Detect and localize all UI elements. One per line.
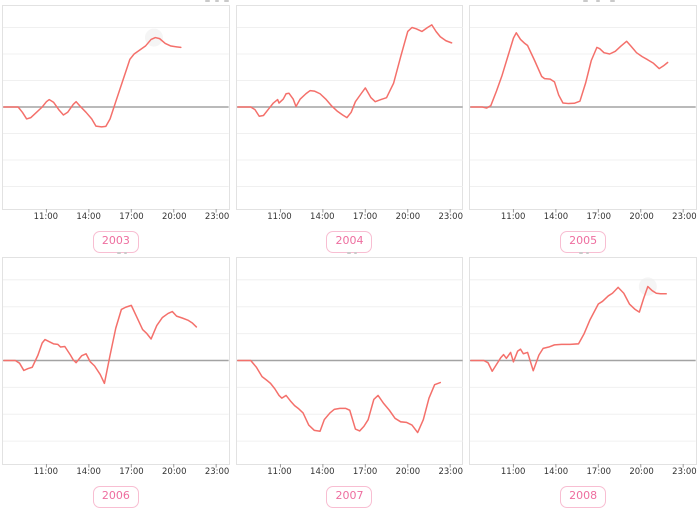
facet-2007: 11:00 14:00 17:00 20:00 23:00 2007: [235, 257, 464, 508]
x-axis-2007: 11:00 14:00 17:00 20:00 23:00: [236, 466, 464, 479]
facet-2005: 11:00 14:00 17:00 20:00 23:00 2005: [469, 5, 697, 253]
x-tick-label: 23:00: [672, 212, 697, 222]
x-tick-label: 20:00: [629, 212, 654, 222]
x-tick-label: 17:00: [352, 212, 378, 222]
x-tick-label: 20:00: [395, 212, 421, 222]
x-tick-label: 20:00: [162, 212, 187, 222]
tag-row: 2006: [2, 486, 230, 508]
tag-row: 2004: [236, 231, 464, 253]
x-axis-2005: 11:00 14:00 17:00 20:00 23:00: [469, 211, 697, 224]
x-tick-label: 11:00: [500, 467, 526, 477]
year-tag-2005[interactable]: 2005: [560, 231, 607, 253]
year-tag-2004[interactable]: 2004: [326, 231, 373, 253]
year-tag-2006[interactable]: 2006: [92, 486, 139, 508]
facet-2006: 11:00 14:00 17:00 20:00 23:00 2006: [2, 257, 230, 508]
clipped-title-remnant: [124, 252, 127, 254]
x-tick-label: 23:00: [438, 212, 463, 222]
clipped-title-remnant: [583, 0, 588, 2]
tag-row: 2007: [236, 486, 464, 508]
year-tag-2003[interactable]: 2003: [92, 231, 139, 253]
chart-panel-2007: [235, 257, 464, 468]
x-tick-label: 17:00: [586, 467, 612, 477]
x-tick-label: 11:00: [500, 212, 526, 222]
facet-2004: 11:00 14:00 17:00 20:00 23:00 2004: [235, 5, 464, 253]
x-tick-label: 17:00: [586, 212, 612, 222]
facet-2003: 11:00 14:00 17:00 20:00 23:00 2003: [2, 5, 230, 253]
tag-row: 2005: [469, 231, 697, 253]
line-chart-2003: [3, 27, 229, 213]
x-tick-label: 23:00: [204, 467, 230, 477]
clipped-title-remnant: [117, 252, 121, 254]
chart-panel-2004: [235, 5, 464, 213]
tag-row: 2008: [469, 486, 697, 508]
x-tick-label: 17:00: [119, 467, 144, 477]
line-chart-2006: [3, 279, 229, 468]
x-tick-label: 14:00: [543, 467, 569, 477]
line-chart-2004: [236, 24, 463, 213]
line-chart-2008: [470, 277, 696, 468]
clipped-title-remnant: [579, 252, 583, 254]
x-tick-label: 11:00: [33, 467, 59, 477]
x-tick-label: 14:00: [310, 212, 335, 222]
year-tag-2008[interactable]: 2008: [560, 486, 607, 508]
tag-row: 2003: [2, 231, 230, 253]
chart-panel-2008: [469, 257, 697, 468]
x-axis-2003: 11:00 14:00 17:00 20:00 23:00: [2, 211, 230, 224]
x-tick-label: 17:00: [119, 212, 144, 222]
x-tick-label: 20:00: [162, 467, 187, 477]
x-tick-label: 11:00: [33, 212, 59, 222]
x-tick-label: 11:00: [267, 212, 292, 222]
x-axis-2006: 11:00 14:00 17:00 20:00 23:00: [2, 466, 230, 479]
x-tick-label: 20:00: [395, 467, 421, 477]
x-tick-label: 20:00: [629, 467, 654, 477]
clipped-title-remnant: [347, 252, 351, 254]
clipped-title-remnant: [586, 252, 589, 254]
x-axis-2004: 11:00 14:00 17:00 20:00 23:00: [236, 211, 464, 224]
clipped-title-remnant: [354, 252, 357, 254]
x-tick-label: 14:00: [310, 467, 335, 477]
line-chart-2005: [470, 27, 696, 213]
year-tag-2007[interactable]: 2007: [326, 486, 373, 508]
x-tick-label: 23:00: [204, 212, 230, 222]
x-tick-label: 23:00: [672, 467, 697, 477]
x-tick-label: 17:00: [352, 467, 378, 477]
x-axis-2008: 11:00 14:00 17:00 20:00 23:00: [469, 466, 697, 479]
line-chart-2007: [236, 279, 463, 468]
x-tick-label: 14:00: [76, 467, 101, 477]
x-tick-label: 14:00: [76, 212, 101, 222]
facet-2008: 11:00 14:00 17:00 20:00 23:00 2008: [469, 257, 697, 508]
x-tick-label: 11:00: [267, 467, 292, 477]
chart-panel-2003: [2, 5, 230, 213]
clipped-title-remnant: [215, 0, 219, 2]
clipped-title-remnant: [610, 0, 615, 2]
clipped-title-remnant: [596, 0, 600, 2]
chart-panel-2005: [469, 5, 697, 213]
x-tick-label: 14:00: [543, 212, 569, 222]
chart-panel-2006: [2, 257, 230, 468]
clipped-title-remnant: [205, 0, 210, 2]
clipped-title-remnant: [224, 0, 229, 2]
x-tick-label: 23:00: [438, 467, 463, 477]
